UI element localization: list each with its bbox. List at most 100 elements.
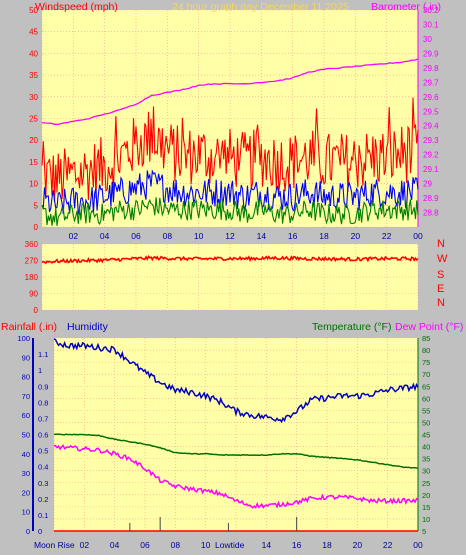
- temp-tick-label: 45: [422, 431, 430, 440]
- wind-tick-label: 45: [29, 28, 38, 37]
- x-tick-label: 14: [262, 540, 272, 550]
- wind-tick-label: 20: [29, 136, 38, 145]
- humidity-tick-label: 20: [22, 488, 30, 497]
- x-tick-label: 12: [225, 231, 235, 241]
- temp-tick-label: 75: [422, 358, 430, 367]
- barometer-tick-label: 29.6: [423, 93, 439, 102]
- compass-label: N: [437, 297, 445, 309]
- temp-series: [53, 338, 419, 532]
- temp-tick-label: 10: [422, 515, 430, 524]
- temp-tick-label: 35: [422, 455, 430, 464]
- graph-title: 24 hour graph day December 11 2025: [172, 1, 349, 13]
- barometer-y-ticks: 28.8 28.9 29 29.1 29.2 29.3 29.4 29.5 29.6 29.7 29…: [423, 6, 439, 218]
- direction-tick-label: 0: [34, 306, 39, 315]
- wind-tick-label: 15: [29, 158, 38, 167]
- barometer-axis-title: Barometer (.in): [371, 1, 441, 13]
- rain-tick-label: 0: [38, 527, 42, 536]
- rain-tick-label: 0.9: [38, 382, 48, 391]
- direction-series: [41, 254, 419, 265]
- barometer-tick-label: 28.8: [423, 209, 439, 218]
- rain-y-ticks: 0 0.1 0.2 0.3 0.4 0.5 0.6 0.7 0.8 0.9 1 1.1: [38, 350, 48, 536]
- temp-tick-label: 5: [422, 527, 426, 536]
- humidity-tick-label: 80: [22, 373, 30, 382]
- x-tick-label: 06: [131, 231, 141, 241]
- barometer-tick-label: 29: [423, 180, 432, 189]
- barometer-tick-label: 29.4: [423, 122, 439, 131]
- humidity-y-ticks: 0 10 20 30 40 50 60 70 80 90 100: [17, 334, 30, 536]
- direction-tick-label: 180: [25, 273, 39, 282]
- humidity-tick-label: 30: [22, 469, 30, 478]
- barometer-tick-label: 28.9: [423, 194, 439, 203]
- x-tick-label: 20: [351, 231, 361, 241]
- x-tick-label: 16: [292, 540, 302, 550]
- barometer-tick-label: 29.7: [423, 78, 439, 87]
- rain-tick-label: 1: [38, 366, 42, 375]
- wind-gust-line: [41, 97, 419, 203]
- direction-tick-label: 270: [25, 257, 39, 266]
- x-tick-label: 10: [194, 231, 204, 241]
- lowtide-label: Lowtide: [215, 540, 245, 550]
- x-tick-label: 18: [319, 231, 329, 241]
- rain-tick-label: 0.8: [38, 398, 48, 407]
- humidity-axis-title: Humidity: [67, 321, 109, 333]
- barometer-tick-label: 29.1: [423, 165, 439, 174]
- wind-tick-label: 5: [34, 201, 39, 210]
- temp-x-ticks: 02 04 06 08 10 14 16 18 20 22 00: [80, 540, 423, 550]
- humidity-line: [53, 338, 419, 424]
- temp-tick-label: 20: [422, 491, 430, 500]
- temp-tick-label: 30: [422, 467, 430, 476]
- wind-barometer-series: [41, 58, 419, 226]
- compass-label: W: [437, 253, 448, 265]
- barometer-tick-label: 30: [423, 35, 432, 44]
- humidity-tick-label: 100: [17, 334, 30, 343]
- direction-tick-label: 360: [25, 240, 39, 249]
- barometer-tick-label: 30.2: [423, 6, 439, 15]
- x-tick-label: 20: [353, 540, 363, 550]
- x-tick-label: 02: [80, 540, 90, 550]
- direction-tick-label: 90: [29, 290, 38, 299]
- humidity-tick-label: 10: [22, 508, 30, 517]
- barometer-tick-label: 29.5: [423, 107, 439, 116]
- x-tick-label: 02: [69, 231, 79, 241]
- compass-label: N: [437, 238, 445, 250]
- x-tick-label: 22: [382, 231, 392, 241]
- rain-tick-label: 1.1: [38, 350, 48, 359]
- barometer-line: [41, 58, 419, 126]
- temp-tick-label: 55: [422, 406, 430, 415]
- direction-grid: [41, 243, 419, 311]
- wind-axis-title: Windspeed (mph): [35, 1, 118, 13]
- moonrise-label: Moon Rise: [34, 540, 75, 550]
- temperature-line: [53, 433, 419, 469]
- temp-tick-label: 65: [422, 382, 430, 391]
- rain-tick-label: 0.3: [38, 479, 48, 488]
- wind-tick-label: 40: [29, 49, 38, 58]
- x-tick-label: 04: [100, 231, 110, 241]
- wind-y-ticks: 0 5 10 15 20 25 30 35 40 45 50: [29, 6, 38, 232]
- x-tick-label: 04: [110, 540, 120, 550]
- temp-tick-label: 40: [422, 443, 430, 452]
- direction-y-ticks: 0 90 180 270 360: [25, 240, 39, 315]
- wind-tick-label: 50: [29, 6, 38, 15]
- temp-tick-label: 85: [422, 334, 430, 343]
- barometer-tick-label: 29.8: [423, 64, 439, 73]
- barometer-tick-label: 29.3: [423, 136, 439, 145]
- temp-tick-label: 15: [422, 503, 430, 512]
- wind-tick-label: 35: [29, 71, 38, 80]
- wind-tick-label: 25: [29, 115, 38, 124]
- temp-y-ticks: 5 10 15 20 25 30 35 40 45 50 55 60 65 70 75 80 85: [422, 334, 430, 536]
- x-tick-label: 16: [288, 231, 298, 241]
- x-tick-label: 00: [413, 231, 423, 241]
- compass-label: E: [437, 283, 444, 295]
- temp-tick-label: 70: [422, 370, 430, 379]
- humidity-tick-label: 0: [26, 527, 30, 536]
- wind-tick-label: 0: [34, 223, 39, 232]
- wind-direction-line: [41, 254, 419, 265]
- barometer-tick-label: 29.9: [423, 49, 439, 58]
- temperature-axis-title: Temperature (°F): [312, 321, 391, 333]
- dewpoint-line: [54, 444, 419, 509]
- temp-tick-label: 60: [422, 394, 430, 403]
- compass-label: S: [437, 269, 444, 281]
- x-tick-label: 22: [383, 540, 393, 550]
- barometer-tick-label: 29.2: [423, 151, 439, 160]
